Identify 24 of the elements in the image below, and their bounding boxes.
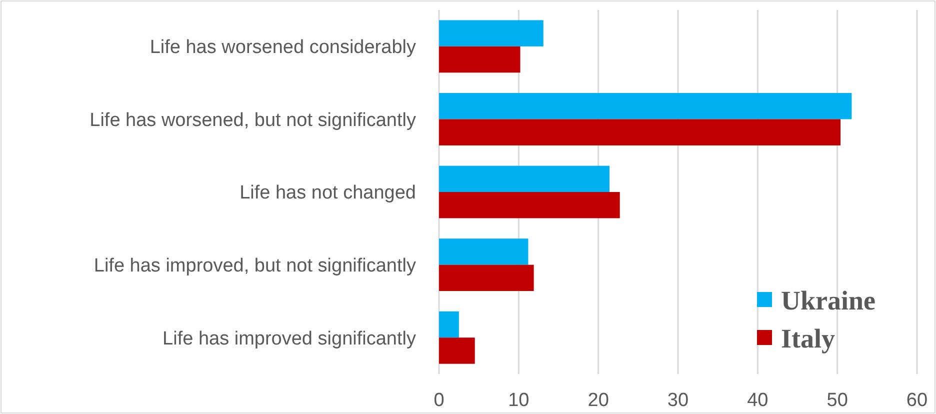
bar bbox=[439, 92, 852, 120]
y-tick-label: Life has not changed bbox=[240, 182, 416, 204]
bar bbox=[439, 192, 620, 218]
y-tick-label: Life has worsened, but not significantly bbox=[90, 110, 416, 131]
x-tick-label: 60 bbox=[906, 390, 928, 411]
x-tick-label: 10 bbox=[508, 390, 530, 411]
x-tick-label: 0 bbox=[434, 390, 444, 411]
bar bbox=[439, 20, 544, 46]
y-tick-label: Life has worsened considerably bbox=[150, 37, 416, 58]
bar bbox=[439, 238, 528, 265]
bar bbox=[439, 166, 610, 192]
y-tick-label: Life has improved, but not significantly bbox=[94, 255, 416, 276]
legend-label: Ukraine bbox=[781, 285, 876, 316]
x-tick-label: 50 bbox=[826, 390, 848, 411]
x-tick-label: 20 bbox=[588, 390, 609, 411]
bar bbox=[439, 119, 841, 146]
bar bbox=[439, 338, 475, 364]
bar bbox=[439, 264, 534, 292]
bar bbox=[439, 311, 459, 338]
bar bbox=[439, 46, 520, 73]
x-tick-label: 30 bbox=[667, 390, 689, 411]
x-tick-label: 40 bbox=[747, 390, 768, 411]
legend-label: Italy bbox=[781, 323, 836, 354]
y-tick-label: Life has improved significantly bbox=[162, 328, 416, 350]
